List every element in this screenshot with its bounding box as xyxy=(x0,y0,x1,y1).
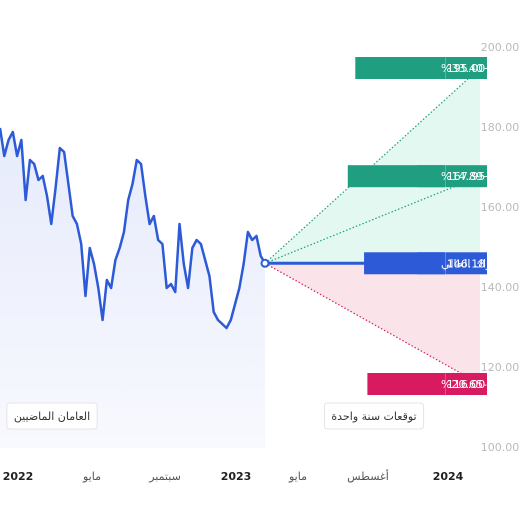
target-label: أقصى +33.40% xyxy=(441,61,520,75)
x-tick-label: أغسطس xyxy=(347,469,389,483)
target-label-box xyxy=(364,252,445,275)
y-tick-label: 120.00 xyxy=(481,361,520,374)
y-tick-label: 100.00 xyxy=(481,441,520,454)
legend-label: توقعات سنة واحدة xyxy=(331,410,416,423)
history-line xyxy=(0,127,267,330)
x-tick-label: سبتمبر xyxy=(148,470,181,483)
target-value: 195.00 xyxy=(447,62,486,75)
target-label: الاشتراك الحالي xyxy=(441,257,514,270)
x-tick-label: 2023 xyxy=(221,470,252,483)
legend-label: العامان الماضيين xyxy=(14,410,90,423)
legend-box xyxy=(6,402,98,430)
history-area xyxy=(0,128,265,448)
y-tick-label: 140.00 xyxy=(481,281,520,294)
y-tick-label: 160.00 xyxy=(481,201,520,214)
target-label-box xyxy=(347,165,445,188)
forecast-line xyxy=(264,175,481,264)
target-label: أدنى -20.65% xyxy=(441,377,511,391)
forecast-line xyxy=(264,262,481,385)
target-value: 167.95 xyxy=(447,170,486,183)
forecast-line xyxy=(264,67,481,264)
forecast-down-area xyxy=(265,263,480,384)
y-tick-label: 180.00 xyxy=(481,121,520,134)
target-label: متوسط +14.89% xyxy=(441,170,520,183)
target-label-box xyxy=(355,57,445,79)
x-tick-label: مايو xyxy=(288,470,307,483)
target-label-box xyxy=(367,373,445,395)
x-tick-label: مايو xyxy=(82,470,101,483)
legend-box xyxy=(323,402,425,430)
target-value: 146.18 xyxy=(447,257,486,270)
y-tick-label: 200.00 xyxy=(481,41,520,54)
target-value: 116.00 xyxy=(447,378,486,391)
x-tick-label: 2024 xyxy=(433,470,464,483)
x-tick-label: 2022 xyxy=(3,470,34,483)
last-point xyxy=(260,258,270,268)
